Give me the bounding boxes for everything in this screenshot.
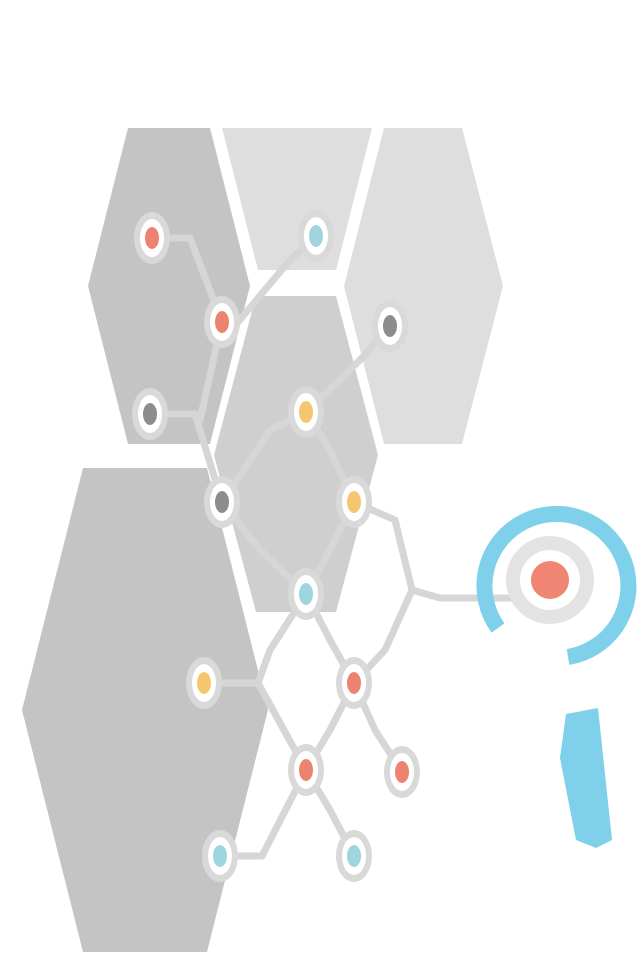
network-node-14 [202,830,238,882]
network-node-13 [384,746,420,798]
magnifier-icon [476,506,637,848]
node-dot-blue [299,583,313,605]
node-dot-yellow [197,672,211,694]
node-dot-gray [383,315,397,337]
network-node-8 [336,476,372,528]
node-dot-blue [309,225,323,247]
node-dot-blue [347,845,361,867]
network-node-4 [372,300,408,352]
network-node-10 [186,657,222,709]
network-node-1 [134,212,170,264]
node-group [132,210,420,882]
magnifier-ring [476,506,637,665]
hexagon-bottom-left [22,468,268,952]
network-node-12 [288,744,324,796]
node-dot-blue [213,845,227,867]
node-dot-red [215,311,229,333]
node-dot-gray [143,403,157,425]
node-dot-red [299,759,313,781]
magnifier-target-center [531,561,569,599]
hexagon-top-left [88,128,250,444]
network-node-11 [336,657,372,709]
node-dot-red [347,672,361,694]
node-dot-red [395,761,409,783]
network-node-9 [288,568,324,620]
node-dot-yellow [347,491,361,513]
hexagon-top-right [344,128,503,444]
hexagon-top-middle [222,128,372,270]
magnifier-handle [560,708,612,848]
network-node-7 [204,476,240,528]
network-node-5 [132,388,168,440]
network-node-2 [298,210,334,262]
node-dot-gray [215,491,229,513]
network-node-6 [288,386,324,438]
network-node-3 [204,296,240,348]
hexagon-center [214,296,378,612]
node-dot-yellow [299,401,313,423]
node-dot-red [145,227,159,249]
network-node-15 [336,830,372,882]
hexagon-group [22,128,503,952]
